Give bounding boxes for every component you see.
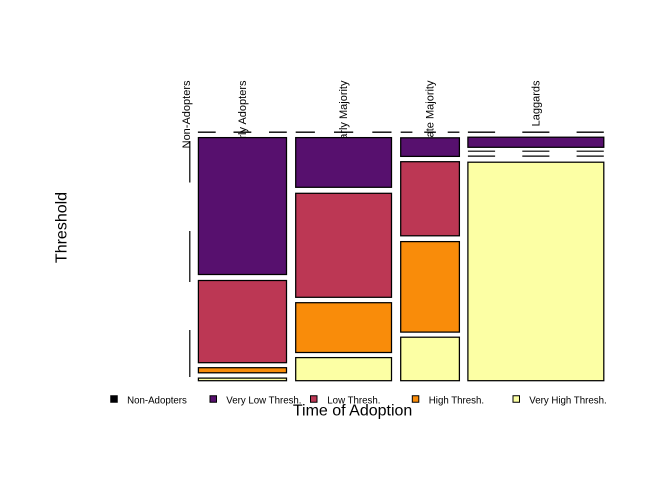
- svg-text:Time of Adoption: Time of Adoption: [293, 402, 412, 419]
- svg-text:Threshold: Threshold: [54, 192, 71, 263]
- svg-text:Non-Adopters: Non-Adopters: [181, 80, 193, 148]
- svg-text:Very Low Thresh.: Very Low Thresh.: [226, 396, 301, 407]
- svg-text:Very High Thresh.: Very High Thresh.: [529, 396, 606, 407]
- svg-text:Laggards: Laggards: [531, 80, 543, 126]
- svg-text:Low Thresh.: Low Thresh.: [327, 396, 380, 407]
- svg-text:Early Majority: Early Majority: [338, 80, 350, 147]
- svg-text:Early Adopters: Early Adopters: [237, 80, 249, 152]
- svg-text:Late Majority: Late Majority: [425, 80, 437, 143]
- svg-text:High Thresh.: High Thresh.: [429, 396, 484, 407]
- svg-text:Non-Adopters: Non-Adopters: [127, 396, 187, 407]
